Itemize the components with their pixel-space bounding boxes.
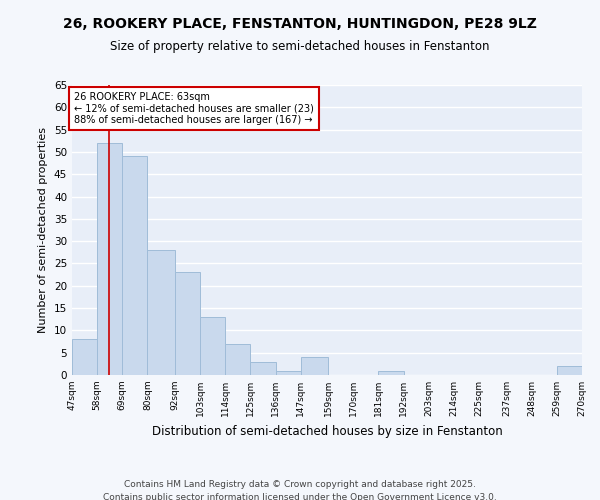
Bar bbox=[148, 250, 175, 375]
Bar bbox=[250, 362, 275, 375]
Text: Contains public sector information licensed under the Open Government Licence v3: Contains public sector information licen… bbox=[103, 492, 497, 500]
Bar bbox=[200, 317, 225, 375]
Bar bbox=[225, 344, 250, 375]
Bar bbox=[379, 370, 404, 375]
Text: 26, ROOKERY PLACE, FENSTANTON, HUNTINGDON, PE28 9LZ: 26, ROOKERY PLACE, FENSTANTON, HUNTINGDO… bbox=[63, 18, 537, 32]
Bar bbox=[97, 143, 122, 375]
X-axis label: Distribution of semi-detached houses by size in Fenstanton: Distribution of semi-detached houses by … bbox=[152, 424, 502, 438]
Y-axis label: Number of semi-detached properties: Number of semi-detached properties bbox=[38, 127, 49, 333]
Bar bbox=[301, 357, 328, 375]
Bar bbox=[175, 272, 200, 375]
Text: Size of property relative to semi-detached houses in Fenstanton: Size of property relative to semi-detach… bbox=[110, 40, 490, 53]
Bar bbox=[72, 340, 97, 375]
Bar bbox=[557, 366, 582, 375]
Text: 26 ROOKERY PLACE: 63sqm
← 12% of semi-detached houses are smaller (23)
88% of se: 26 ROOKERY PLACE: 63sqm ← 12% of semi-de… bbox=[74, 92, 314, 125]
Bar bbox=[122, 156, 148, 375]
Bar bbox=[275, 370, 301, 375]
Text: Contains HM Land Registry data © Crown copyright and database right 2025.: Contains HM Land Registry data © Crown c… bbox=[124, 480, 476, 489]
